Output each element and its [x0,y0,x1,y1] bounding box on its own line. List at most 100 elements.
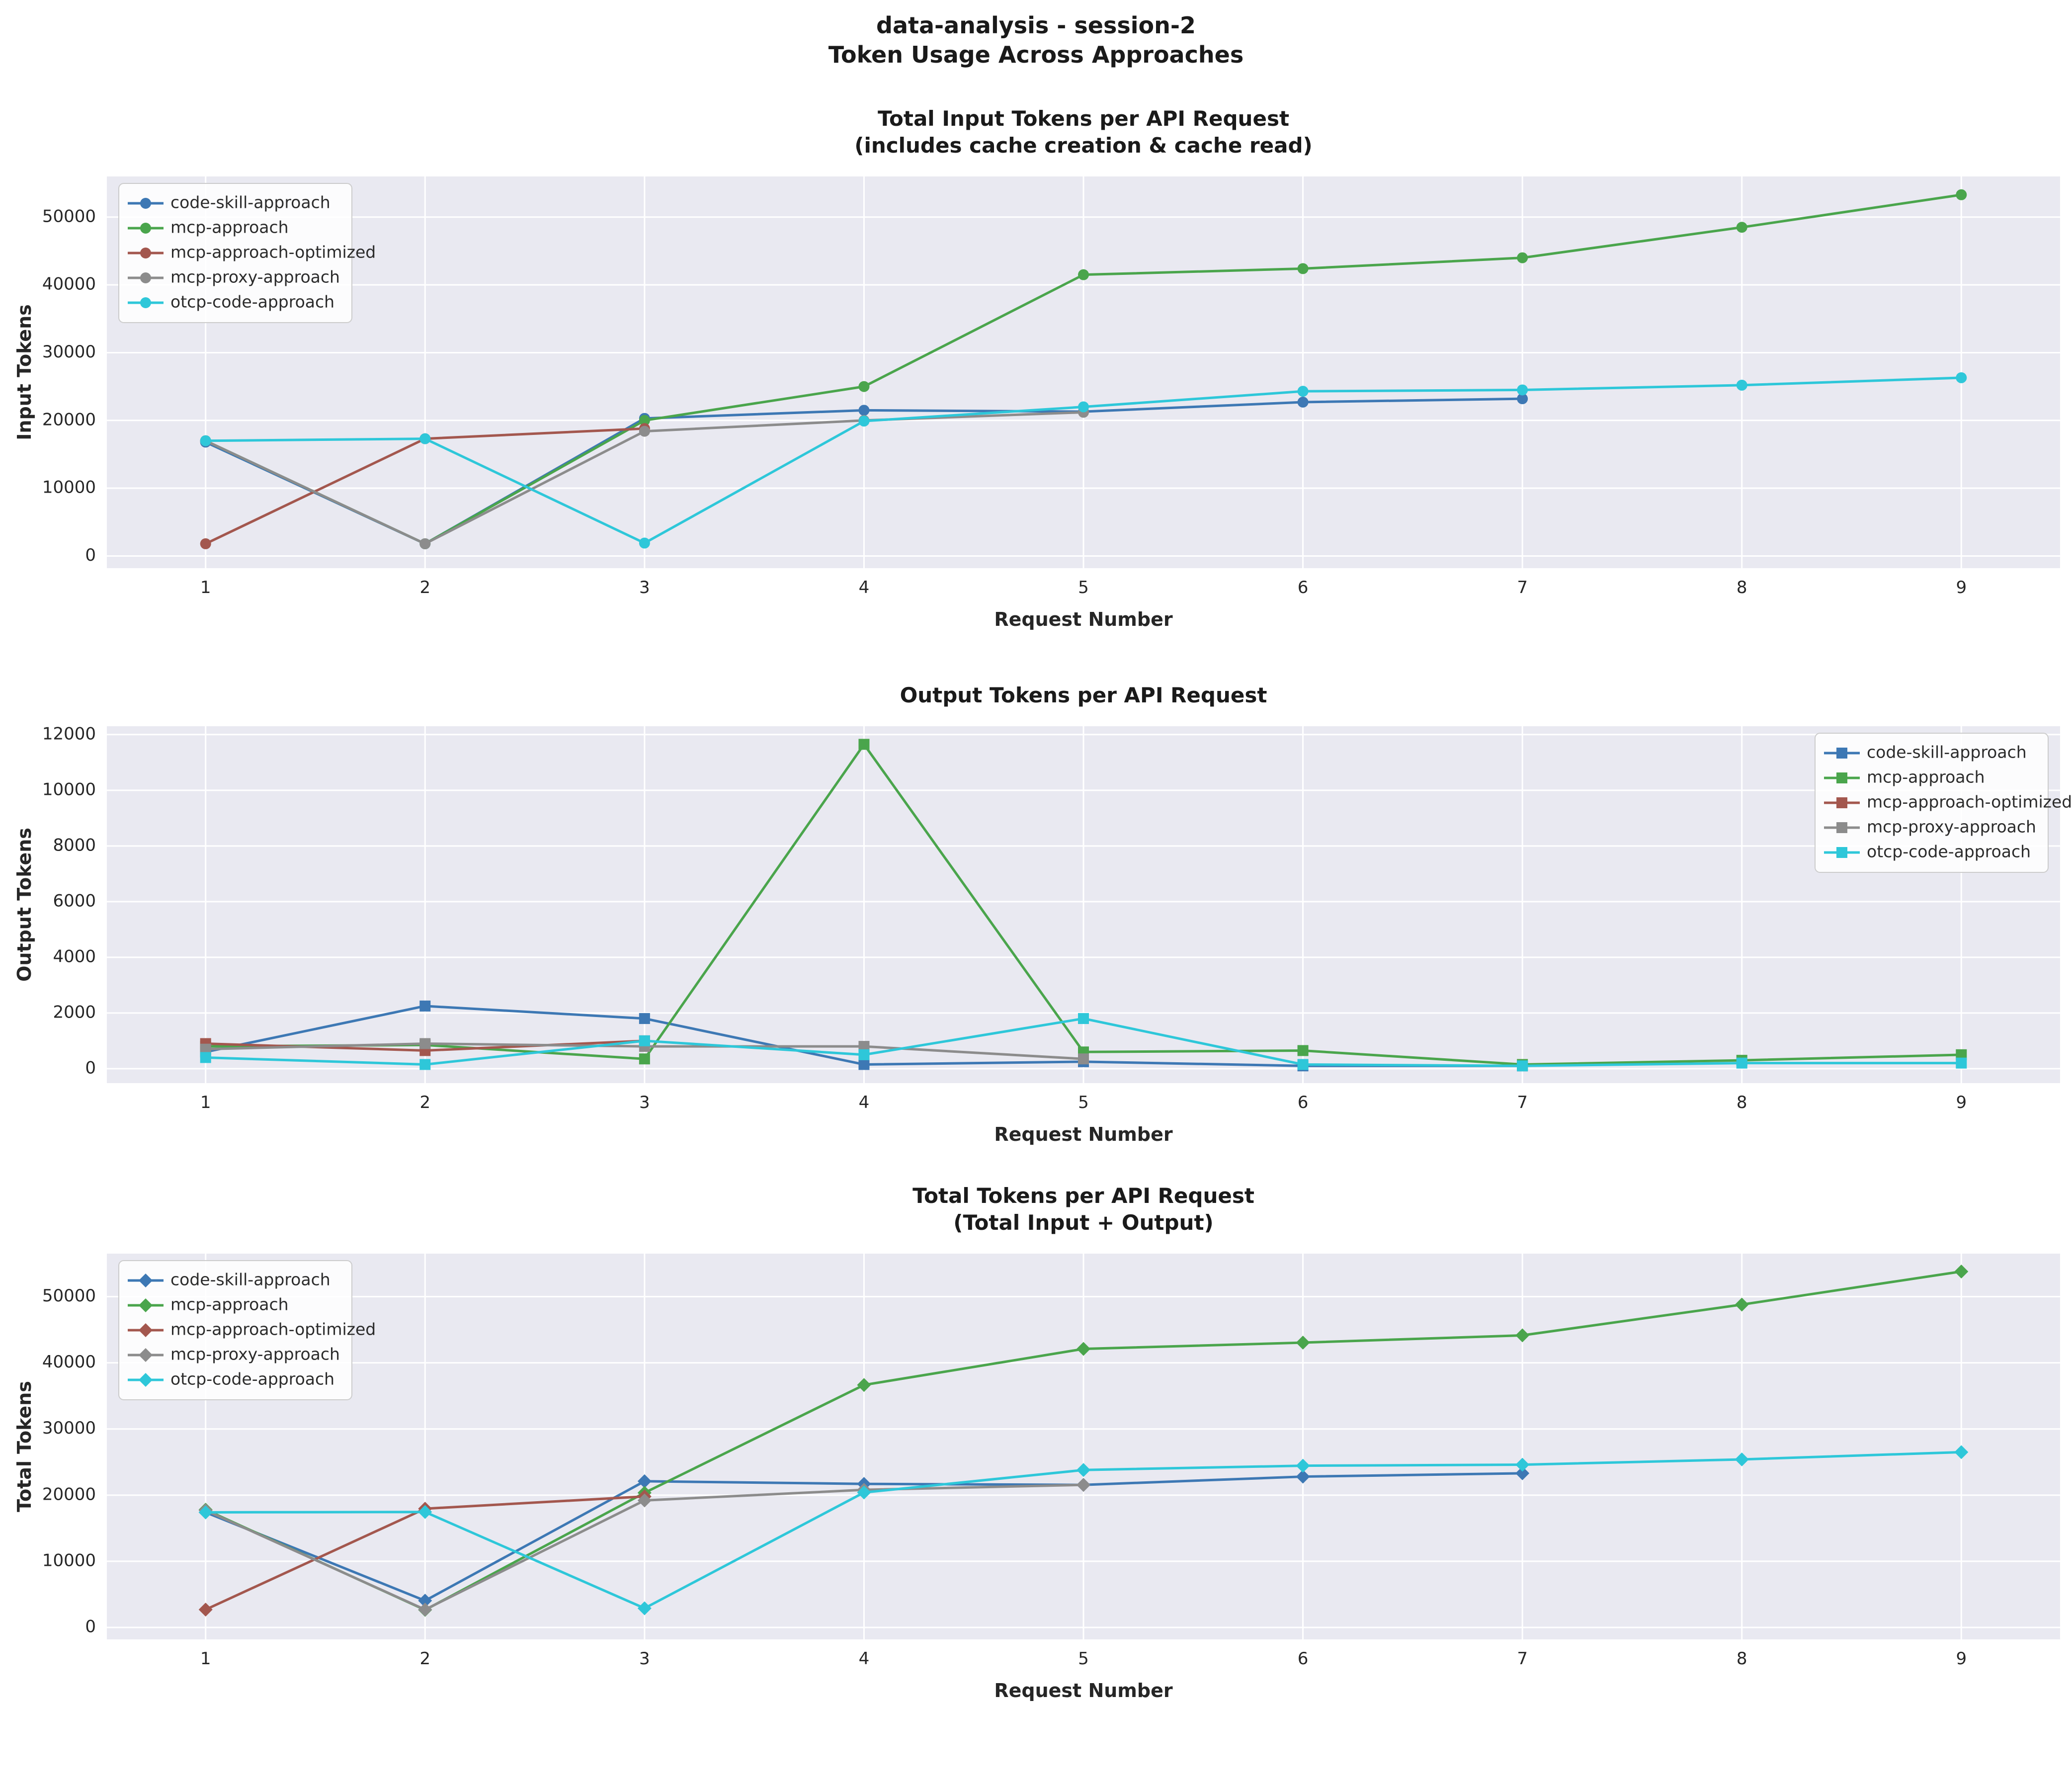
x-tick-label: 4 [859,1649,870,1669]
series-marker [139,1273,153,1287]
series-marker [1517,252,1528,263]
series-marker [1956,1057,1967,1069]
series-marker [1077,1342,1090,1356]
x-tick-label: 8 [1737,1093,1747,1112]
series-marker [140,297,151,308]
series-marker [198,1505,213,1520]
chart-title-line: Total Input Tokens per API Request [877,106,1290,131]
legend-label: mcp-proxy-approach [170,267,340,286]
x-tick-label: 9 [1956,1093,1967,1112]
chart-title-line: Total Tokens per API Request [912,1183,1254,1208]
series-marker [419,433,431,444]
figure: data-analysis - session-2 Token Usage Ac… [0,11,2072,1702]
series-marker [139,1323,153,1337]
legend-item: mcp-approach [128,217,289,237]
series-marker [139,1372,153,1387]
series-marker [1736,222,1747,233]
legend-label: mcp-approach-optimized [1867,792,2072,811]
legend-label: mcp-approach-optimized [170,242,376,261]
series-marker [1836,747,1847,759]
series-marker [200,538,211,549]
y-tick-label: 40000 [42,1352,96,1372]
legend-label: mcp-proxy-approach [170,1344,340,1363]
chart-title-line: (Total Input + Output) [953,1210,1214,1235]
y-tick-label: 30000 [42,1418,96,1438]
series-marker [419,1000,431,1012]
x-tick-label: 2 [419,1649,430,1669]
series-marker [1836,797,1847,808]
chart-title-output-tokens: Output Tokens per API Request [107,682,2060,709]
y-tick-label: 10000 [42,478,96,498]
legend-label: otcp-code-approach [170,1369,334,1388]
x-tick-label: 5 [1078,1649,1089,1669]
series-marker [139,1298,153,1312]
x-tick-label: 3 [639,578,650,597]
legend-label: code-skill-approach [170,1270,331,1289]
series-marker [857,1377,871,1392]
series-marker [858,738,870,750]
y-tick-label: 8000 [53,835,96,855]
legend-item: code-skill-approach [128,192,331,212]
y-tick-label: 20000 [42,1484,96,1504]
legend-label: mcp-approach [170,217,289,237]
x-tick-label: 1 [200,1093,211,1112]
figure-title: data-analysis - session-2 Token Usage Ac… [0,11,2072,70]
series-marker [1297,1045,1309,1056]
chart-section-output-tokens: Output Tokens per API Request 0 2000 4000 6… [0,682,2072,1163]
series-marker [1078,401,1089,413]
input-tokens-chart: 0 10000 20000 30000 40000 50000 1 2 3 4 5 6 7 8 9 Input… [13,176,2060,630]
series-marker [639,1053,650,1064]
series-marker [139,1348,153,1362]
series-marker [637,1601,652,1616]
series-marker [1297,263,1309,274]
series-marker [1517,393,1528,405]
x-tick-label: 7 [1517,1649,1528,1669]
y-tick-label: 12000 [42,724,96,744]
figure-title-line2: Token Usage Across Approaches [828,41,1244,68]
series-marker [1956,372,1967,383]
series-marker [140,247,151,258]
legend: code-skill-approach mcp-approach mcp-appro… [118,182,376,323]
x-tick-label: 1 [200,578,211,597]
series-marker [140,197,151,209]
y-tick-label: 50000 [42,1286,96,1306]
legend-item: mcp-proxy-approach [1824,817,2036,836]
legend-label: code-skill-approach [1867,742,2027,762]
legend-item: otcp-code-approach [128,292,334,311]
legend-item: code-skill-approach [1824,742,2027,762]
series-marker [1297,1059,1309,1070]
legend-label: code-skill-approach [170,192,331,212]
series-marker [1956,1049,1967,1060]
y-tick-label: 20000 [42,410,96,429]
y-tick-label: 4000 [53,946,96,966]
series-marker [140,222,151,234]
x-tick-label: 4 [859,1093,870,1112]
series-marker [1296,1458,1310,1473]
x-tick-label: 9 [1956,578,1967,597]
x-axis-title: Request Number [994,608,1172,630]
series-marker [198,1602,213,1617]
x-tick-label: 9 [1956,1649,1967,1669]
legend: code-skill-approach mcp-approach mcp-appro… [118,1260,376,1400]
series-marker [637,1474,652,1488]
series-marker [1077,1477,1090,1492]
series-marker [1836,847,1847,858]
legend-item: mcp-proxy-approach [128,267,340,286]
series-marker [639,1035,650,1046]
legend-label: mcp-approach-optimized [170,1319,376,1339]
y-tick-label: 10000 [42,779,96,799]
series-marker [1296,1469,1310,1484]
series-marker [1517,1060,1528,1071]
y-tick-label: 0 [85,545,96,565]
series-marker [200,1043,211,1055]
series-marker [639,1013,650,1024]
series-marker [858,1040,870,1052]
series-marker [418,1602,432,1617]
series-marker [1954,1264,1969,1278]
series-marker [639,537,650,549]
x-tick-label: 1 [200,1649,211,1669]
series-marker [1515,1328,1530,1343]
series-marker [1297,396,1309,408]
series-marker [1736,379,1747,391]
series-marker [1077,1462,1090,1477]
